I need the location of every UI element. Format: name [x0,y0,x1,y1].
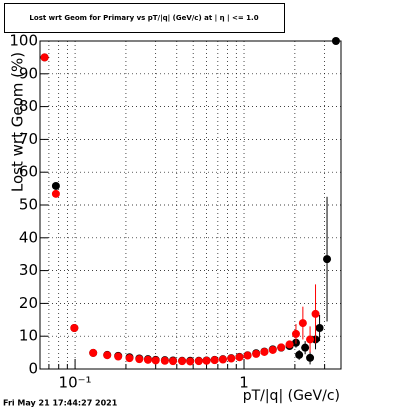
data-point [186,357,195,366]
title-box [4,3,285,33]
data-point [311,309,320,318]
data-point [202,356,211,365]
data-point [252,349,261,358]
y-tick-label: 60 [19,163,38,181]
data-point [160,356,169,365]
data-point [40,53,49,62]
y-axis-title: Lost wrt Geom (%) [9,52,27,192]
y-tick-label: 0 [28,360,38,378]
footer-date: Fri May 21 17:44:27 2021 [3,399,118,408]
data-point [114,352,123,361]
data-point [306,335,315,344]
data-point [295,350,304,359]
data-point [243,351,252,360]
y-tick-label: 70 [19,130,38,148]
data-point [331,37,340,45]
data-point [315,324,324,332]
y-tick-label: 100 [9,32,38,50]
data-point [103,351,112,360]
data-point [298,319,307,328]
data-point [218,355,227,364]
data-point [227,354,236,363]
y-tick-label: 80 [19,97,38,115]
data-point [51,189,60,198]
data-point [178,357,187,366]
data-point [301,343,310,352]
y-tick-label: 30 [19,261,38,279]
data-point [169,357,178,366]
y-tick-label: 40 [19,228,38,246]
data-point [143,355,152,364]
data-point [306,353,315,362]
data-point [268,345,277,354]
data-point [323,255,332,264]
data-point [291,329,300,338]
x-tick-label: 1 [239,374,249,392]
data-point [194,357,203,366]
y-tick-label: 90 [19,64,38,82]
data-point [125,354,134,363]
data-point [210,356,219,365]
data-point [135,355,144,364]
data-point [51,181,60,190]
chart-title: Lost wrt Geom for Primary vs pT/|q| (GeV… [29,14,258,23]
x-tick-label: 10⁻¹ [59,374,92,392]
data-point [277,343,286,352]
y-tick-label: 10 [19,327,38,345]
data-point [89,348,98,357]
y-tick-label: 50 [19,196,38,214]
plot-frame [39,40,342,370]
data-point [151,356,160,365]
x-axis-title: pT/|q| (GeV/c) [243,388,340,404]
data-point [70,324,79,332]
y-tick-label: 20 [19,294,38,312]
data-point [235,353,244,362]
data-point [260,347,269,356]
data-point [285,340,294,349]
